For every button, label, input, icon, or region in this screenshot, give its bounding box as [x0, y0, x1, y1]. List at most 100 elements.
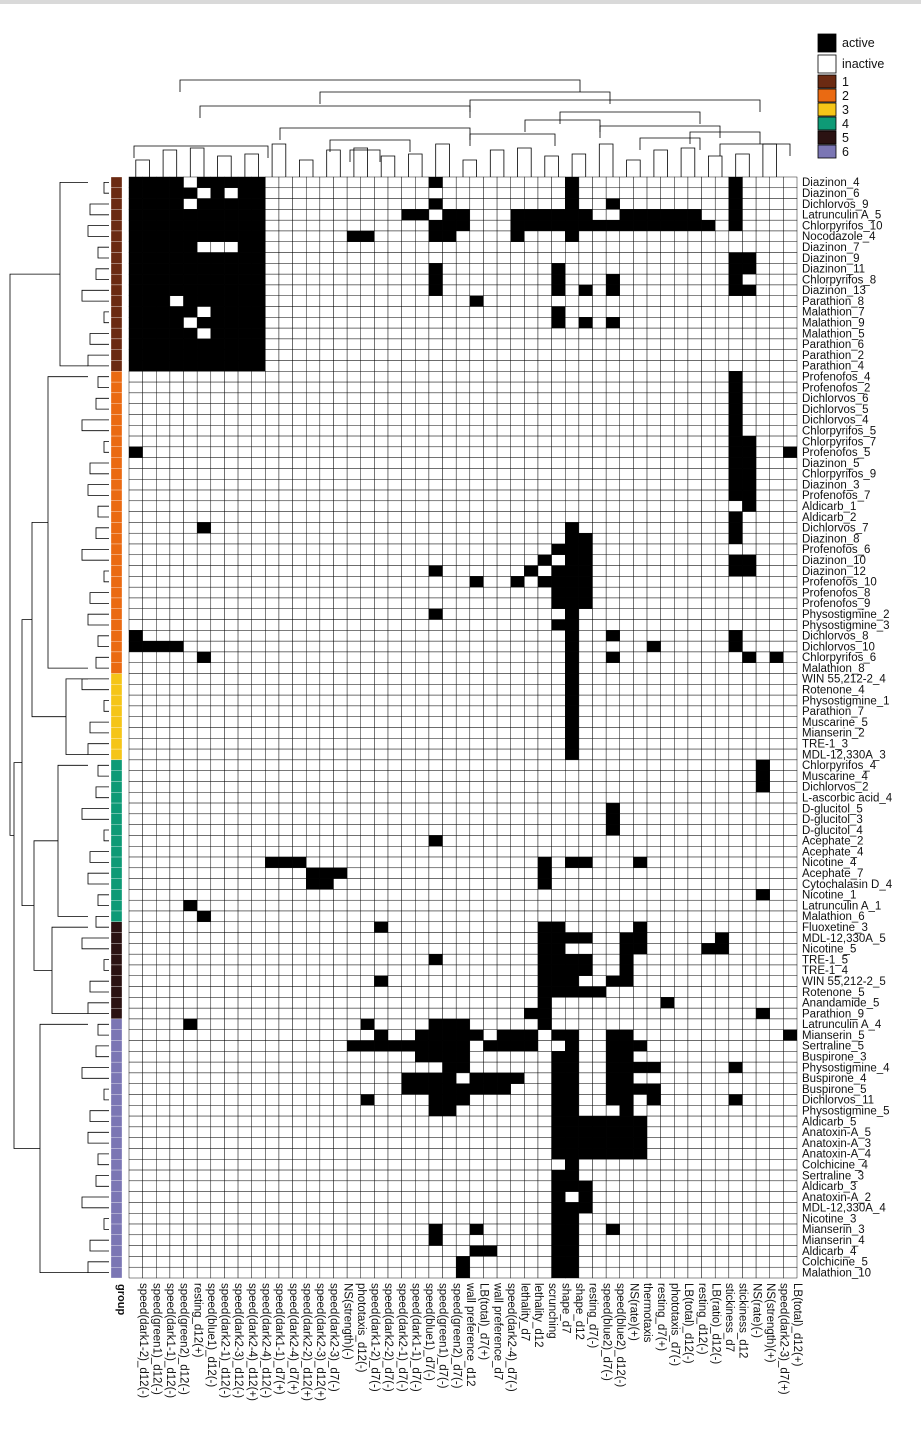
heatmap-cell: [496, 360, 511, 372]
heatmap-cell: [551, 867, 566, 879]
heatmap-cell: [265, 932, 280, 944]
heatmap-cell: [524, 619, 539, 631]
column-dendrogram-branch: [559, 111, 701, 124]
heatmap-cell: [346, 640, 361, 653]
heatmap-cell: [674, 435, 689, 448]
heatmap-cell: [714, 273, 730, 286]
heatmap-cell: [496, 1105, 511, 1117]
heatmap-cell: [605, 392, 620, 404]
heatmap-cell: [592, 997, 607, 1009]
heatmap-cell: [142, 1018, 157, 1030]
heatmap-cell: [128, 457, 143, 469]
heatmap-cell: [196, 608, 212, 620]
heatmap-cell: [128, 435, 143, 448]
heatmap-cell: [592, 727, 607, 739]
heatmap-cell: [360, 1072, 375, 1084]
heatmap-cell: [755, 846, 770, 858]
heatmap-cell: [728, 856, 743, 869]
heatmap-cell: [524, 1083, 539, 1095]
heatmap-cell: [387, 1202, 402, 1214]
heatmap-cell: [156, 468, 171, 480]
heatmap-cell: [265, 1105, 280, 1117]
heatmap-cell: [742, 705, 757, 717]
heatmap-cell: [251, 1007, 266, 1020]
heatmap-cell: [728, 932, 743, 944]
heatmap-cell: [319, 802, 334, 815]
heatmap-cell: [333, 802, 348, 815]
heatmap-cell: [196, 1148, 212, 1160]
heatmap-cell: [592, 770, 607, 782]
heatmap-cell: [455, 694, 471, 707]
heatmap-cell: [319, 716, 334, 728]
heatmap-cell: [169, 446, 184, 458]
heatmap-cell: [319, 1148, 334, 1160]
heatmap-cell: [701, 662, 716, 674]
heatmap-cell: [728, 673, 743, 685]
heatmap-cell: [605, 468, 620, 480]
heatmap-cell: [210, 964, 225, 976]
heatmap-cell: [319, 543, 334, 556]
heatmap-cell: [510, 381, 525, 394]
heatmap-cell: [755, 1105, 770, 1117]
heatmap-cell: [292, 1094, 307, 1106]
heatmap-cell: [755, 727, 770, 739]
heatmap-cell: [496, 1040, 511, 1052]
heatmap-cell: [674, 651, 689, 663]
heatmap-cell: [142, 209, 157, 221]
heatmap-cell: [292, 1223, 307, 1236]
heatmap-cell: [674, 371, 689, 383]
heatmap-cell: [496, 263, 511, 275]
heatmap-cell: [742, 651, 757, 663]
heatmap-cell: [565, 468, 580, 480]
heatmap-cell: [333, 489, 348, 502]
heatmap-cell: [292, 781, 307, 793]
heatmap-cell: [415, 241, 430, 253]
heatmap-cell: [714, 414, 730, 426]
heatmap-cell: [660, 1007, 675, 1020]
heatmap-cell: [728, 176, 743, 189]
heatmap-cell: [592, 317, 607, 329]
heatmap-cell: [210, 910, 225, 923]
heatmap-cell: [578, 371, 593, 383]
heatmap-cell: [374, 856, 389, 869]
heatmap-cell: [578, 986, 593, 998]
heatmap-cell: [346, 986, 361, 998]
column-dendrogram-branch: [217, 155, 232, 177]
heatmap-cell: [346, 684, 361, 696]
heatmap-cell: [537, 209, 552, 221]
heatmap-cell: [401, 835, 416, 847]
heatmap-cell: [169, 522, 184, 534]
heatmap-cell: [346, 964, 361, 976]
heatmap-cell: [578, 975, 593, 987]
heatmap-cell: [224, 403, 239, 415]
heatmap-cell: [278, 1115, 293, 1128]
heatmap-cell: [592, 371, 607, 383]
heatmap-cell: [224, 381, 239, 394]
heatmap-cell: [346, 846, 361, 858]
heatmap-cell: [428, 953, 443, 966]
heatmap-cell: [783, 792, 798, 804]
heatmap-cell: [578, 317, 593, 329]
heatmap-cell: [455, 273, 471, 286]
heatmap-cell: [755, 586, 770, 599]
heatmap-cell: [551, 662, 566, 674]
heatmap-cell: [483, 500, 498, 512]
heatmap-cell: [196, 619, 212, 631]
heatmap-cell: [537, 899, 552, 912]
heatmap-cell: [265, 846, 280, 858]
heatmap-cell: [278, 1223, 293, 1236]
heatmap-cell: [742, 198, 757, 210]
heatmap-cell: [169, 511, 184, 523]
column-dendrogram-branch: [279, 127, 471, 140]
heatmap-cell: [224, 1169, 239, 1182]
heatmap-cell: [442, 597, 457, 609]
heatmap-cell: [524, 414, 539, 426]
heatmap-cell: [455, 964, 471, 976]
heatmap-cell: [469, 230, 484, 242]
heatmap-cell: [660, 878, 675, 890]
heatmap-cell: [742, 986, 757, 998]
heatmap-cell: [142, 684, 157, 696]
heatmap-cell: [619, 1137, 634, 1149]
heatmap-cell: [333, 479, 348, 491]
heatmap-cell: [592, 273, 607, 286]
